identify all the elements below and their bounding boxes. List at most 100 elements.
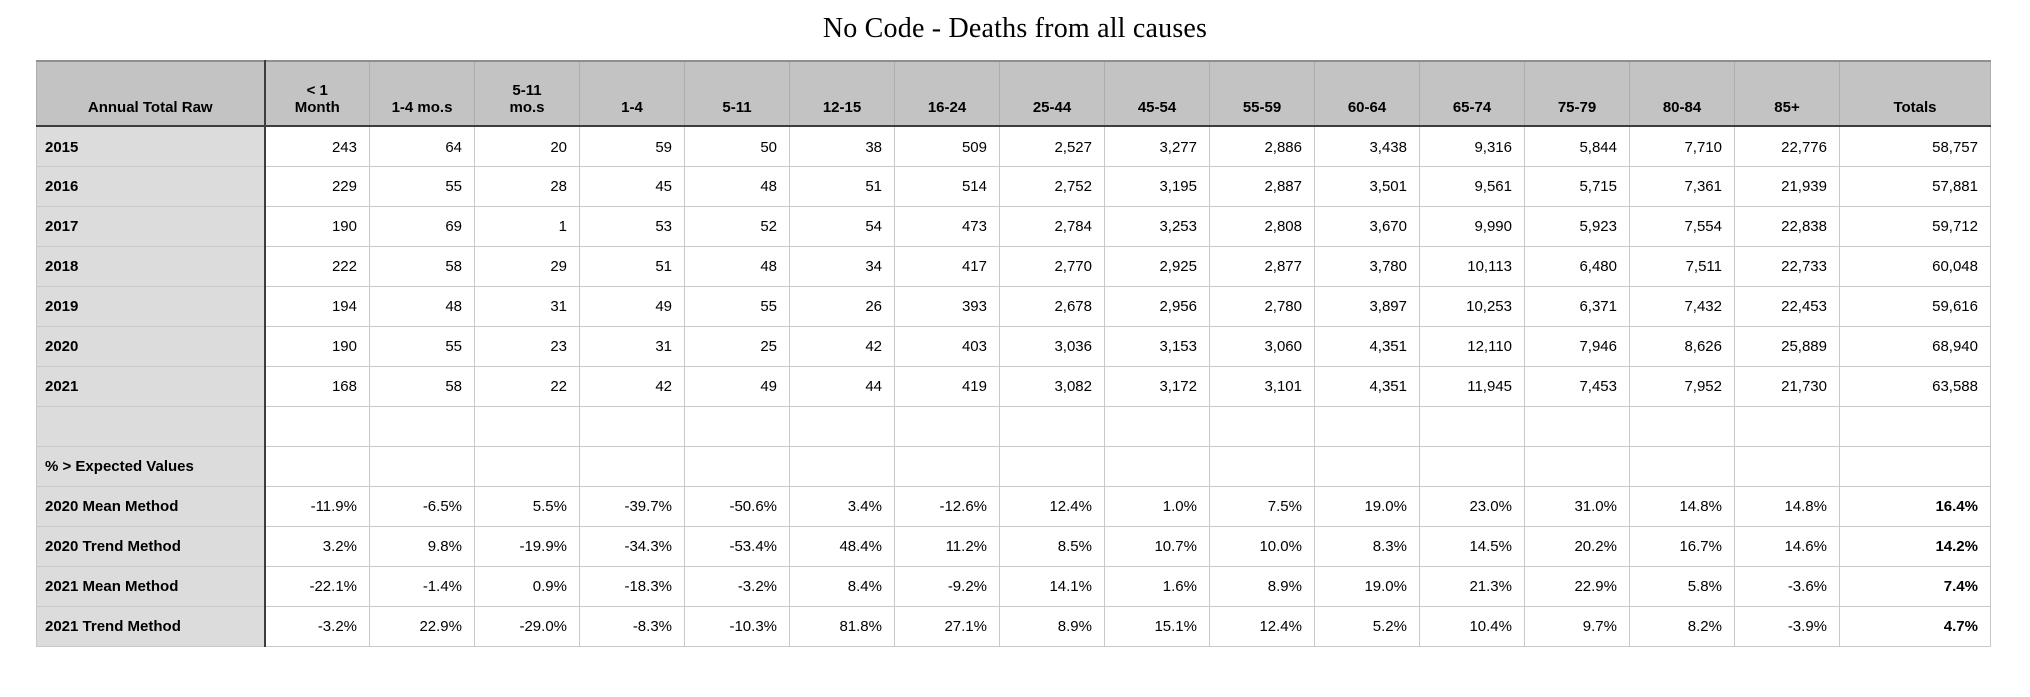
cell (1629, 405, 1735, 447)
cell: 7,361 (1629, 165, 1735, 207)
cell: 2,678 (999, 285, 1105, 327)
cell: 514 (894, 165, 1000, 207)
cell: 8,626 (1629, 325, 1735, 367)
cell: 58 (369, 245, 475, 287)
cell: -19.9% (474, 525, 580, 567)
cell: -18.3% (579, 565, 685, 607)
cell: 58 (369, 365, 475, 407)
cell: 194 (264, 285, 370, 327)
cell: 2,887 (1209, 165, 1315, 207)
cell: 7,710 (1629, 125, 1735, 167)
cell: 2,784 (999, 205, 1105, 247)
cell: 49 (579, 285, 685, 327)
cell: 7,952 (1629, 365, 1735, 407)
cell: 14.8% (1629, 485, 1735, 527)
page-title: No Code - Deaths from all causes (822, 13, 1208, 44)
row-label: 2017 (36, 205, 266, 247)
row-label: 2015 (36, 125, 266, 167)
cell: 53 (579, 205, 685, 247)
cell: 2,925 (1104, 245, 1210, 287)
cell: 9,316 (1419, 125, 1525, 167)
cell: 49 (684, 365, 790, 407)
column-header-1-month: < 1 Month (264, 60, 370, 127)
cell: 1.6% (1104, 565, 1210, 607)
cell: 22.9% (1524, 565, 1630, 607)
cell: 9,990 (1419, 205, 1525, 247)
cell: 19.0% (1314, 485, 1420, 527)
cell: -9.2% (894, 565, 1000, 607)
cell: 45 (579, 165, 685, 207)
cell: 7,432 (1629, 285, 1735, 327)
cell: -29.0% (474, 605, 580, 647)
cell (579, 445, 685, 487)
cell (999, 405, 1105, 447)
cell: 48 (684, 165, 790, 207)
cell: 1 (474, 205, 580, 247)
table-row-2016: 2016 229 55 28 45 48 51 514 2,752 3,195 2,887 3,501… (36, 165, 1991, 207)
cell: 3,897 (1314, 285, 1420, 327)
cell: 21,730 (1734, 365, 1840, 407)
cell: 31 (579, 325, 685, 367)
table-row-2020: 2020 190 55 23 31 25 42 403 3,036 3,153 3,060 4,351… (36, 325, 1991, 367)
cell: 55 (369, 165, 475, 207)
table-body: 2015 243 64 20 59 50 38 509 2,527 3,277 2,886 3,438… (36, 125, 1991, 647)
cell: 14.1% (999, 565, 1105, 607)
cell: 59,712 (1839, 205, 1991, 247)
cell (1209, 445, 1315, 487)
row-label: 2020 Mean Method (36, 485, 266, 527)
cell: -1.4% (369, 565, 475, 607)
cell (474, 405, 580, 447)
cell: 22,838 (1734, 205, 1840, 247)
cell: 9,561 (1419, 165, 1525, 207)
cell: 58,757 (1839, 125, 1991, 167)
cell (1419, 405, 1525, 447)
cell: 63,588 (1839, 365, 1991, 407)
cell: 5,923 (1524, 205, 1630, 247)
cell: 7,511 (1629, 245, 1735, 287)
cell: 3,172 (1104, 365, 1210, 407)
cell: 5.2% (1314, 605, 1420, 647)
cell: 55 (684, 285, 790, 327)
cell (1314, 445, 1420, 487)
cell: 81.8% (789, 605, 895, 647)
cell: 10.0% (1209, 525, 1315, 567)
cell: 8.9% (1209, 565, 1315, 607)
cell: 29 (474, 245, 580, 287)
cell: 393 (894, 285, 1000, 327)
cell: 10.7% (1104, 525, 1210, 567)
cell: 2,808 (1209, 205, 1315, 247)
cell: 7.4% (1839, 565, 1991, 607)
cell (474, 445, 580, 487)
cell (1524, 445, 1630, 487)
cell: -50.6% (684, 485, 790, 527)
cell: 42 (579, 365, 685, 407)
cell: 8.3% (1314, 525, 1420, 567)
cell: 38 (789, 125, 895, 167)
cell: 52 (684, 205, 790, 247)
cell: 48 (369, 285, 475, 327)
cell: -12.6% (894, 485, 1000, 527)
cell: 15.1% (1104, 605, 1210, 647)
table-row-2020-trend-method: 2020 Trend Method 3.2% 9.8% -19.9% -34.3% -53… (36, 525, 1991, 567)
cell: 2,877 (1209, 245, 1315, 287)
cell: -11.9% (264, 485, 370, 527)
cell: 8.4% (789, 565, 895, 607)
cell: 10,253 (1419, 285, 1525, 327)
cell: 5.5% (474, 485, 580, 527)
cell: 3.4% (789, 485, 895, 527)
cell: 9.7% (1524, 605, 1630, 647)
cell: 51 (789, 165, 895, 207)
cell: 34 (789, 245, 895, 287)
cell (684, 405, 790, 447)
cell: 3,036 (999, 325, 1105, 367)
cell: 4.7% (1839, 605, 1991, 647)
cell: 6,480 (1524, 245, 1630, 287)
column-header-80-84: 80-84 (1629, 60, 1735, 127)
cell: 20 (474, 125, 580, 167)
row-label: 2021 Mean Method (36, 565, 266, 607)
cell: 54 (789, 205, 895, 247)
cell: 5.8% (1629, 565, 1735, 607)
cell: 68,940 (1839, 325, 1991, 367)
cell (894, 405, 1000, 447)
cell (1524, 405, 1630, 447)
